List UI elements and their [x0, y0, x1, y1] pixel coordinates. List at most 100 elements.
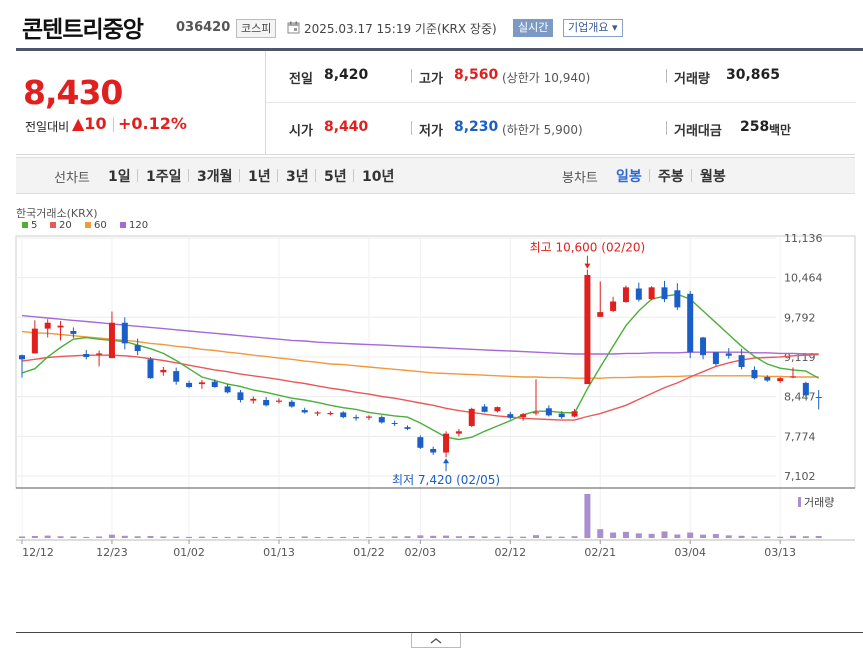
volume-bar: [520, 536, 527, 538]
volume-bar: [533, 535, 539, 538]
period-1w[interactable]: 1주일: [146, 169, 182, 185]
candle-body: [455, 431, 462, 434]
separator: [411, 69, 412, 83]
candle: [340, 411, 347, 419]
legend-swatch: [120, 222, 126, 228]
ma-line-120: [21, 314, 819, 355]
open-value: 8,440: [324, 119, 369, 135]
company-name: 콘텐트리중앙: [22, 17, 144, 43]
candle: [700, 336, 707, 360]
volume-legend: 거래량: [798, 496, 834, 509]
candle: [468, 407, 475, 428]
candle: [610, 296, 617, 313]
volume-bar: [173, 536, 180, 538]
x-axis-ticks: 12/12 12/23 01/02 01/13 01/22 02/03 02/12 02/21…: [21, 540, 796, 559]
period-10y[interactable]: 10년: [362, 169, 395, 185]
candle-body: [635, 288, 642, 300]
volume-bar: [687, 532, 694, 538]
period-1d[interactable]: 1일: [108, 169, 131, 185]
calendar-icon: [287, 21, 300, 34]
candle: [571, 408, 578, 418]
x-tick-label: 02/21: [584, 546, 616, 559]
amount-unit: 백만: [769, 123, 792, 137]
period-bar: 선차트 1일 1주일 3개월 1년 3년 5년 10년 봉차트 일봉 주봉 월봉: [16, 157, 855, 194]
realtime-button[interactable]: 실시간: [513, 19, 554, 37]
x-tick-label: 01/02: [173, 546, 205, 559]
volume-bar: [558, 536, 565, 538]
volume-bar: [635, 533, 642, 538]
y-tick-label: 7,102: [784, 470, 816, 483]
candlesticks: [19, 269, 822, 458]
low-label: 저가: [419, 124, 443, 139]
annotations: 최고 10,600 (02/20) 최저 7,420 (02/05): [392, 241, 645, 488]
candle-body: [173, 371, 180, 382]
volume-bar: [622, 531, 629, 538]
period-1y[interactable]: 1년: [248, 169, 271, 185]
volume-bar: [674, 534, 681, 538]
candle: [353, 414, 360, 421]
candle: [661, 280, 668, 303]
candle-body: [533, 412, 539, 414]
candle: [134, 338, 141, 356]
candle: [314, 411, 321, 416]
candle-body: [404, 427, 411, 429]
prev-close-label: 전일: [289, 72, 313, 87]
candle: [198, 379, 205, 389]
candle: [648, 286, 655, 301]
candle: [417, 435, 424, 449]
high-arrow-head: [584, 263, 591, 269]
volume-bar: [751, 536, 758, 538]
candle-body: [314, 412, 321, 414]
candle: [327, 411, 334, 416]
candle: [211, 379, 218, 388]
candle: [44, 319, 51, 338]
y-tick-label: 9,792: [784, 311, 816, 324]
candle-body: [507, 414, 514, 418]
candle: [57, 320, 64, 341]
candle: [533, 379, 539, 416]
y-tick-label: 8,447: [784, 391, 816, 404]
candle: [224, 384, 231, 394]
candle-body: [186, 382, 193, 388]
volume-bar: [237, 536, 244, 538]
candle-body: [764, 377, 771, 381]
candle-body: [134, 345, 141, 352]
y-tick-label: 7,774: [784, 430, 816, 443]
candle-chart-label: 봉차트: [562, 171, 598, 186]
grid-lines: [16, 236, 781, 540]
period-5y[interactable]: 5년: [324, 169, 347, 185]
price-chart[interactable]: 한국거래소(KRX) 5 20 60 120 11,13610,4649,7929,1…: [0, 200, 863, 560]
candle: [237, 389, 244, 403]
period-3m[interactable]: 3개월: [197, 169, 233, 185]
candle: [70, 327, 77, 339]
candle: [160, 366, 167, 376]
change-rate: +0.12%: [118, 114, 187, 133]
source-label: 한국거래소(KRX): [16, 207, 98, 220]
open-label: 시가: [289, 124, 313, 139]
candle: [520, 412, 527, 421]
period-3y[interactable]: 3년: [286, 169, 309, 185]
candle-daily[interactable]: 일봉: [616, 169, 642, 185]
candle: [545, 405, 552, 417]
ma-line-60: [21, 330, 819, 379]
candle-body: [378, 417, 385, 423]
volume-bar: [378, 536, 385, 538]
candle-body: [160, 369, 167, 373]
volume-bar: [327, 536, 334, 538]
change-divider: [113, 117, 114, 132]
volume-bar: [661, 531, 668, 538]
bottom-rule: [16, 632, 863, 633]
candle-body: [571, 411, 578, 417]
candle-body: [430, 448, 437, 453]
volume-bar: [198, 536, 205, 538]
volume-bar: [96, 536, 103, 538]
low-arrow-head: [443, 458, 450, 464]
candle: [507, 411, 514, 420]
candle-body: [391, 423, 398, 425]
candle-weekly[interactable]: 주봉: [658, 169, 684, 185]
candle-monthly[interactable]: 월봉: [700, 169, 726, 185]
company-overview-button[interactable]: 기업개요 ▾: [563, 19, 623, 37]
candle: [378, 415, 385, 424]
volume-bar: [597, 529, 604, 538]
expand-handle[interactable]: [411, 633, 461, 648]
